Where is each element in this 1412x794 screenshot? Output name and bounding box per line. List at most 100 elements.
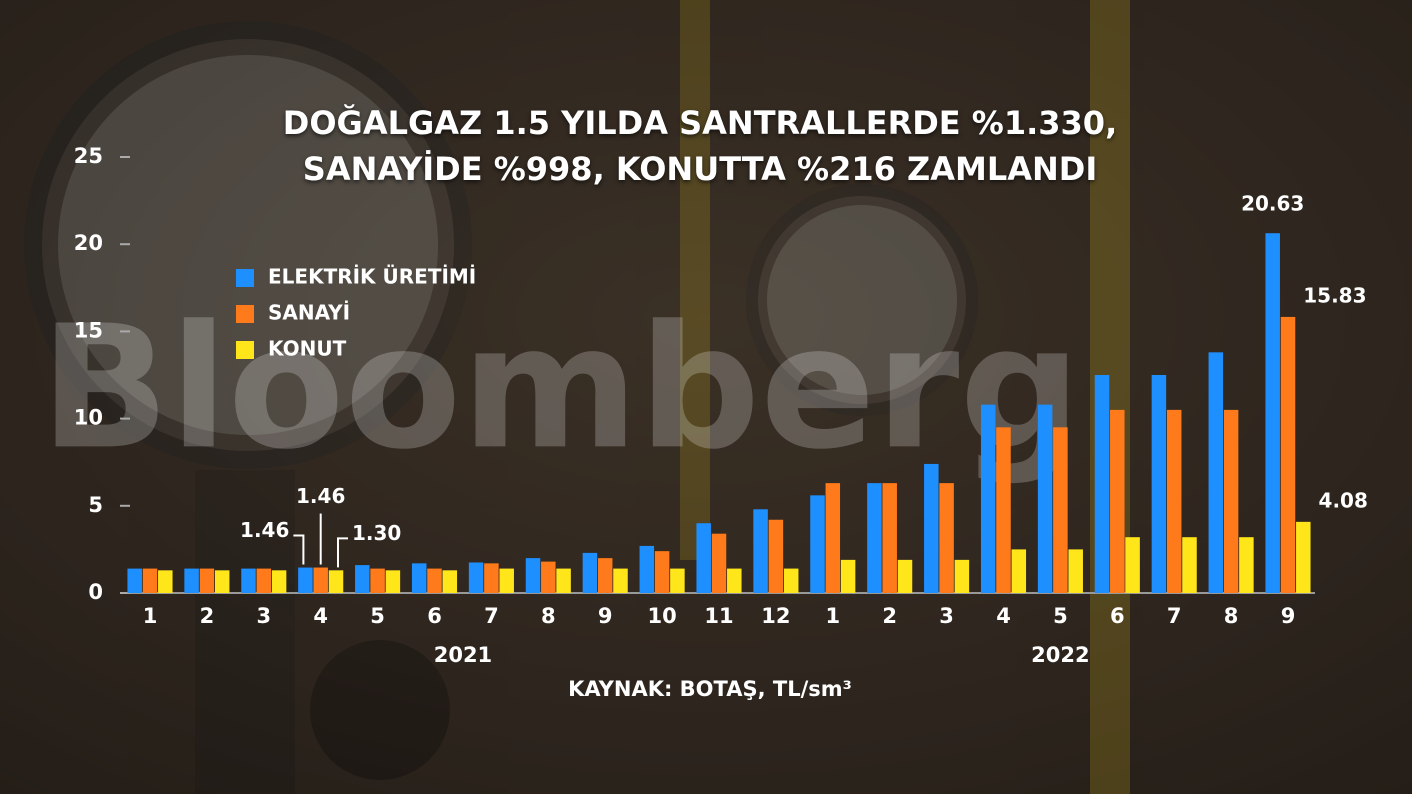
y-tick-label: 0 [88,580,103,604]
bar [214,570,230,593]
bar [1011,549,1027,593]
bar [525,558,541,593]
y-tick-label: 10 [74,406,103,430]
bar [556,568,571,593]
x-tick-label: 4 [313,604,328,628]
x-tick-label: 10 [647,604,676,628]
source-note: KAYNAK: BOTAŞ, TL/sm³ [568,677,852,701]
bar [442,570,458,593]
bar [127,568,142,593]
bar [954,559,970,593]
bar [840,559,856,593]
bar [142,568,158,593]
x-tick-label: 9 [598,604,613,628]
bar [939,483,954,593]
x-tick-label: 11 [704,604,733,628]
y-tick-label: 20 [74,231,103,255]
y-tick-label: 5 [88,493,103,517]
x-tick-label: 9 [1281,604,1296,628]
bar [1166,409,1182,593]
bar [711,533,727,593]
bar [654,551,670,593]
bar [427,568,442,593]
y-tick-label: 15 [74,318,103,342]
leader-line [293,534,305,565]
bar [158,570,173,593]
legend-swatch [236,341,254,359]
x-tick-label: 5 [370,604,385,628]
value-label: 1.46 [296,484,345,508]
value-label: 1.46 [240,518,289,542]
bar [696,523,711,593]
x-tick-label: 6 [1110,604,1125,628]
y-tick-label: 25 [74,144,103,168]
bar [1296,521,1311,593]
x-tick-label: 3 [939,604,954,628]
x-tick-label: 7 [484,604,499,628]
bar [328,570,344,593]
bar [582,552,598,593]
legend-swatch [236,305,254,323]
watermark: Bloomberg [40,289,1081,487]
year-label: 2021 [434,643,492,667]
value-label: 15.83 [1303,283,1366,307]
legend-label: SANAYİ [268,301,350,325]
x-tick-label: 12 [761,604,790,628]
bar [1110,409,1125,593]
bar [980,404,996,593]
x-tick-label: 8 [541,604,556,628]
bar [768,519,784,593]
bar [613,568,628,593]
bar [468,562,484,593]
bar [184,568,199,593]
bar [1239,537,1254,593]
legend-swatch [236,269,254,287]
bar [825,483,841,593]
bar [1151,375,1167,593]
value-label: 1.30 [352,521,401,545]
bar [727,568,742,593]
bar [882,483,897,593]
bar [370,568,385,593]
legend-label: ELEKTRİK ÜRETİMİ [268,265,476,289]
bar [1125,537,1140,593]
bar [1208,352,1224,593]
bar [924,463,939,593]
bar [1068,549,1083,593]
x-tick-label: 5 [1053,604,1068,628]
bar [541,561,556,593]
bar [484,563,499,593]
x-tick-label: 1 [143,604,158,628]
leader-line [337,537,348,568]
bar [385,570,401,593]
bar [241,568,256,593]
x-tick-label: 8 [1224,604,1239,628]
bar [199,568,215,593]
bar [313,567,328,593]
year-label: 2022 [1031,643,1089,667]
bar [639,545,655,593]
x-tick-label: 2 [200,604,215,628]
x-tick-label: 6 [427,604,442,628]
x-tick-label: 4 [996,604,1011,628]
bar [753,509,768,593]
bar [298,567,313,593]
x-tick-label: 1 [825,604,840,628]
x-tick-label: 3 [256,604,271,628]
bar [867,483,882,593]
bar [1053,427,1068,593]
bar [1037,404,1053,593]
bar [1280,316,1296,593]
bar [810,495,825,593]
bar [411,563,427,593]
bar [897,559,913,593]
bar [597,558,613,593]
bar [670,568,685,593]
bar [256,568,272,593]
legend-label: KONUT [268,337,347,361]
bar [1223,409,1239,593]
bar [499,568,514,593]
